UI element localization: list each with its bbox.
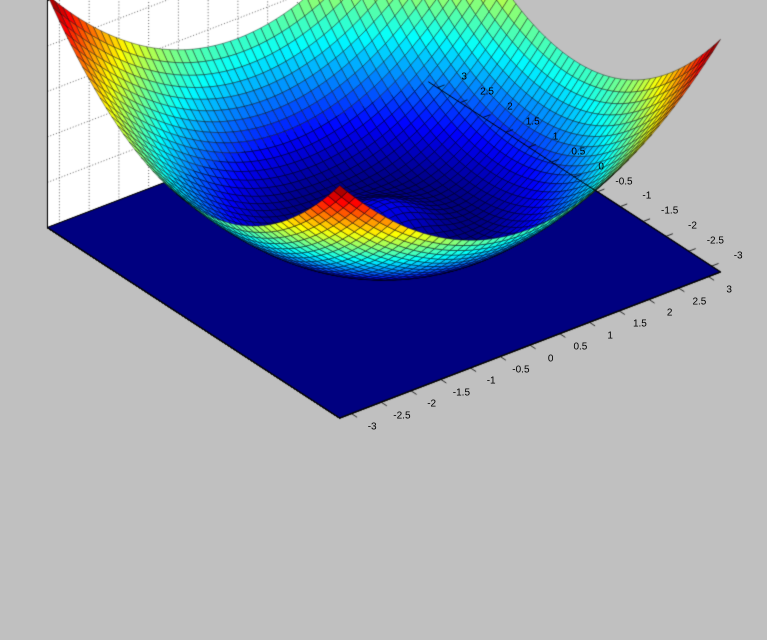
surface-canvas	[0, 0, 767, 640]
surface-plot: -3-2.5-2-1.5-1-0.500.511.522.53-3-2.5-2-…	[0, 0, 767, 640]
